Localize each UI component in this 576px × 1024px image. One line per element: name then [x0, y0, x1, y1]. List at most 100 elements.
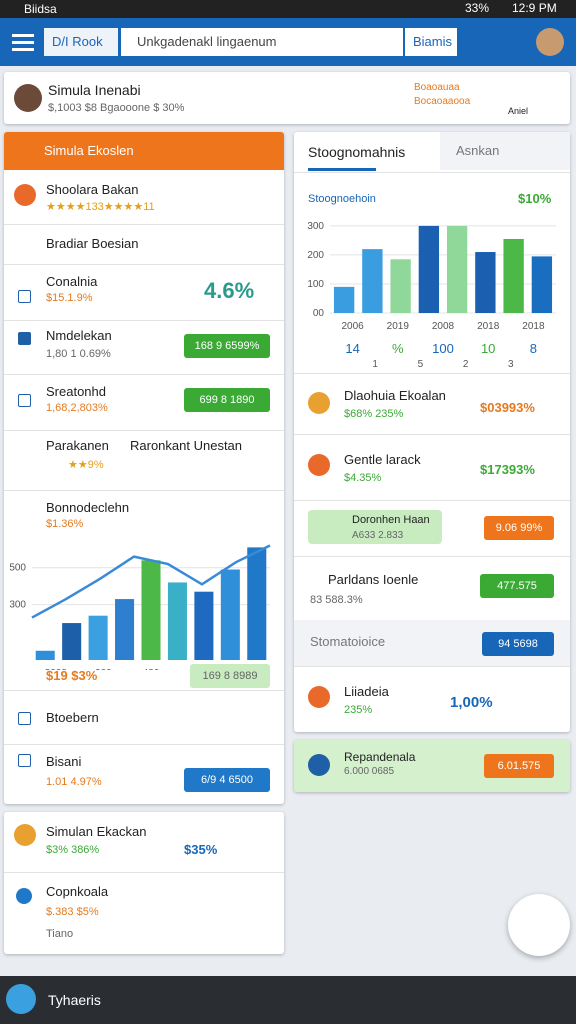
option-1[interactable]: Boaoauaa — [414, 82, 460, 93]
bar — [35, 650, 55, 660]
left-header[interactable]: Simula Ekoslen — [4, 132, 284, 170]
item-title: Bradiar Boesian — [46, 236, 139, 251]
bar — [446, 225, 468, 313]
bottom-label: Tyhaeris — [48, 992, 101, 1008]
item-title: Btoebern — [46, 710, 99, 725]
button[interactable]: 699 8 1890 — [184, 388, 270, 412]
chart-title: Bonnodeclehn — [46, 500, 130, 515]
item[interactable]: Bradiar Boesian — [4, 224, 284, 265]
right-panel: Stoognomahnis Asnkan Stoognoehoin $10% 0… — [294, 132, 570, 732]
item[interactable]: Conalnia $15.1.9% 4.6% — [4, 264, 284, 321]
y-tick-label: 300 — [307, 221, 324, 232]
bar — [167, 582, 187, 660]
stat-sub: 1 — [372, 359, 378, 370]
item[interactable]: Dlaohuia Ekoalan $68% 235% $03993% — [294, 372, 570, 435]
pill — [308, 510, 442, 544]
item[interactable]: Parldans Ioenle 83 588.3% 477.575 — [294, 556, 570, 621]
item[interactable]: Liiadeia 235% 1,00% — [294, 666, 570, 732]
bar — [194, 591, 214, 660]
checkbox[interactable] — [18, 394, 31, 407]
button[interactable]: 94 5698 — [482, 632, 554, 656]
bottom-avatar[interactable] — [6, 984, 36, 1014]
button[interactable]: 6.01.575 — [484, 754, 554, 778]
fab[interactable] — [508, 894, 570, 956]
bar — [141, 560, 161, 660]
x-tick-label: 2008 — [45, 668, 68, 670]
item[interactable]: Shoolara Bakan ★★★★133★★★★11 — [4, 170, 284, 225]
search-box[interactable]: Unkgadenakl lingaenum — [121, 28, 403, 56]
option-2[interactable]: Bocaoaaooa — [414, 96, 471, 107]
checkbox[interactable] — [18, 332, 31, 345]
item-title: Stomatoioice — [310, 634, 386, 649]
item[interactable]: Bisani 1.01 4.97% 6/9 4 6500 — [4, 744, 284, 804]
item[interactable]: Btoebern — [4, 690, 284, 745]
x-tick-label: 200 — [95, 668, 112, 670]
button[interactable]: 168 9 6599% — [184, 334, 270, 358]
bar — [390, 259, 411, 313]
search-button[interactable]: Biamis — [405, 28, 457, 56]
profile-avatar — [14, 84, 42, 112]
item[interactable]: Parakanen Raronkant Unestan ★★9% — [4, 430, 284, 491]
item[interactable]: Nmdelekan 1,80 1 0.69% 168 9 6599% — [4, 320, 284, 375]
bar — [362, 249, 383, 313]
chart-badge: 169 8 8989 — [190, 664, 270, 688]
icon — [16, 888, 32, 904]
item-sub: $15.1.9% — [46, 292, 93, 304]
item-title: Parldans Ioenle — [328, 572, 419, 587]
item-sub: $4.35% — [344, 472, 382, 484]
item[interactable]: Doronhen Haan A633 2.833 9.06 99% — [294, 500, 570, 557]
item[interactable]: Copnkoala $.383 $5% Tiano — [4, 872, 284, 954]
bar — [503, 238, 524, 313]
right-footer-card[interactable]: Repandenala 6.000 0685 6.01.575 — [294, 740, 570, 792]
item-title: Shoolara Bakan — [46, 182, 139, 197]
item[interactable]: Simulan Ekackan $3% 386% $35% — [4, 812, 284, 873]
button[interactable]: 6/9 4 6500 — [184, 768, 270, 792]
bar — [418, 225, 440, 313]
bar — [531, 256, 553, 313]
avatar[interactable] — [536, 28, 564, 56]
x-tick-label: 2018 — [522, 321, 545, 332]
y-tick-label: 00 — [313, 308, 325, 319]
item-sub: $68% 235% — [344, 408, 404, 420]
bottom-bar: Tyhaeris — [0, 976, 576, 1024]
item-value: $17393% — [480, 462, 535, 477]
time: 12:9 PM — [512, 1, 557, 15]
y-tick-label: 200 — [307, 250, 324, 261]
bar — [220, 569, 240, 660]
item-sub: ★★9% — [68, 459, 104, 471]
button[interactable]: 477.575 — [480, 574, 554, 598]
item-title: Repandenala — [344, 750, 416, 764]
item-title-2: Raronkant Unestan — [130, 438, 243, 453]
tab[interactable]: Asnkan — [440, 132, 570, 170]
item-sub: 1,68,2,803% — [46, 402, 108, 414]
item-title: Bisani — [46, 754, 82, 769]
right-chart: 00 100 200 300 2006 2019 2008 2018 2018 14% 100 10 8… — [307, 221, 556, 370]
item[interactable]: Gentle larack $4.35% $17393% — [294, 434, 570, 501]
checkbox[interactable] — [18, 712, 31, 725]
stat: 8 — [530, 341, 537, 356]
item-value: $03993% — [480, 400, 535, 415]
status-app: Biidsa — [24, 2, 57, 16]
item[interactable]: Stomatoioice 94 5698 — [294, 620, 570, 667]
tab[interactable]: Stoognomahnis — [308, 144, 406, 160]
bar — [333, 286, 355, 313]
item[interactable]: Sreatonhd 1,68,2,803% 699 8 1890 — [4, 374, 284, 431]
item-value: 1,00% — [450, 694, 493, 711]
stat: 14 — [345, 341, 359, 356]
stat: % — [392, 341, 404, 356]
stat-sub: 5 — [418, 359, 424, 370]
checkbox[interactable] — [18, 290, 31, 303]
icon — [308, 392, 330, 414]
item-sub: 6.000 0685 — [344, 766, 395, 777]
line — [31, 544, 271, 619]
item-sub: 1.01 4.97% — [46, 776, 102, 788]
menu-icon[interactable] — [12, 34, 34, 37]
button[interactable]: 9.06 99% — [484, 516, 554, 540]
checkbox[interactable] — [18, 754, 31, 767]
tab-underline — [308, 168, 376, 171]
profile-name: Simula Inenabi — [48, 82, 141, 98]
item-sub: 83 588.3% — [310, 594, 363, 606]
brand[interactable]: D/I Rook — [44, 28, 118, 56]
chart-footer: $19 $3% — [46, 668, 98, 683]
